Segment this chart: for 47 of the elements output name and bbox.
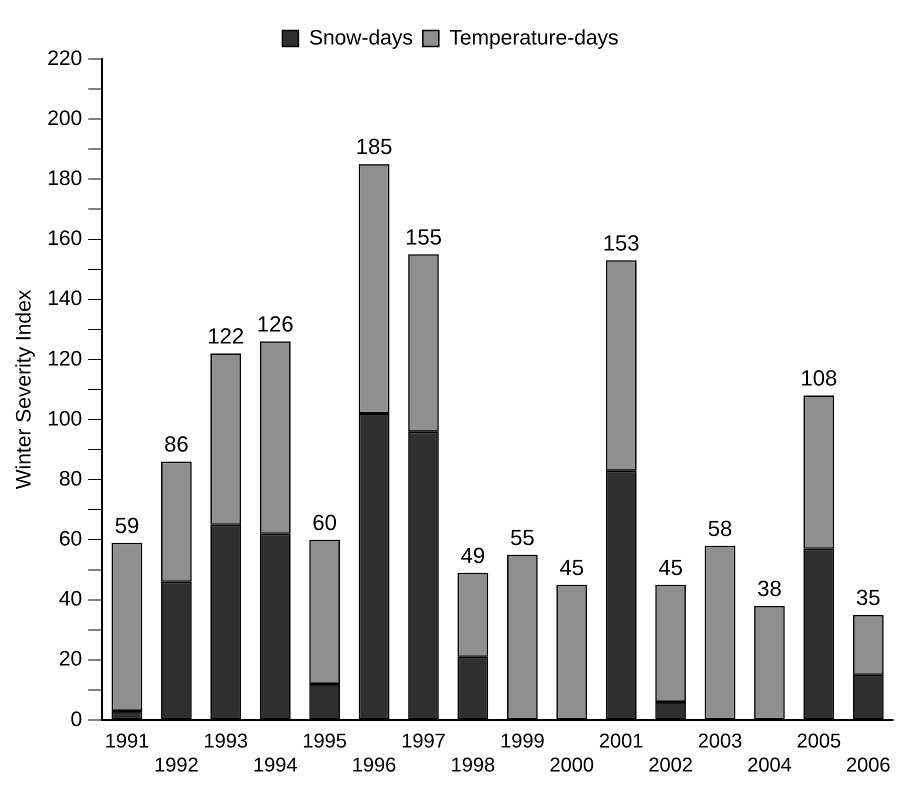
total-label: 60 [312,510,337,535]
x-tick-label: 1992 [154,754,199,777]
x-tick-label: 1991 [104,730,150,753]
x-tick-label: 1995 [302,730,347,753]
x-tick-label: 1993 [204,730,248,753]
y-tick-label: 40 [58,588,82,611]
x-tick-label: 2004 [747,754,792,777]
total-label: 126 [256,311,294,336]
y-tick-label: 200 [47,106,82,130]
x-tick-label: 1998 [450,754,496,777]
y-tick-label: 160 [47,227,82,250]
total-label: 153 [602,230,640,256]
total-label: 45 [560,554,584,580]
total-label: 185 [356,134,392,160]
x-tick-label: 1996 [352,754,396,777]
x-tick-label: 1999 [500,730,545,753]
y-tick-label: 20 [58,648,82,671]
y-axis-title: Winter Severity Index [12,289,36,490]
y-tick-label: 0 [70,708,82,731]
total-label: 155 [405,224,442,250]
legend-label: Temperature-days [449,26,619,50]
total-label: 35 [856,584,881,610]
x-tick-label: 2001 [598,730,644,753]
x-tick-label: 2002 [648,754,693,777]
y-tick-label: 60 [58,528,82,551]
total-label: 49 [460,542,486,568]
x-tick-label: 1994 [252,754,298,777]
total-label: 58 [708,516,732,541]
y-tick-label: 140 [47,287,82,310]
total-label: 38 [757,576,782,601]
total-label: 55 [510,524,535,550]
total-label: 122 [207,324,244,349]
total-label: 59 [114,512,140,538]
y-tick-label: 80 [58,467,82,490]
total-label: 108 [800,366,838,391]
x-tick-label: 2003 [698,730,742,753]
x-tick-label: 2006 [846,754,891,777]
legend-label: Snow-days [308,26,413,50]
y-tick-label: 120 [47,347,82,370]
y-tick-label: 180 [47,166,82,190]
total-label: 86 [164,432,189,457]
x-tick-label: 2005 [796,730,842,753]
y-tick-label: 220 [47,46,82,70]
total-label: 45 [658,554,683,580]
y-tick-label: 100 [47,407,82,430]
x-tick-label: 2000 [550,754,594,777]
x-tick-label: 1997 [401,730,446,753]
